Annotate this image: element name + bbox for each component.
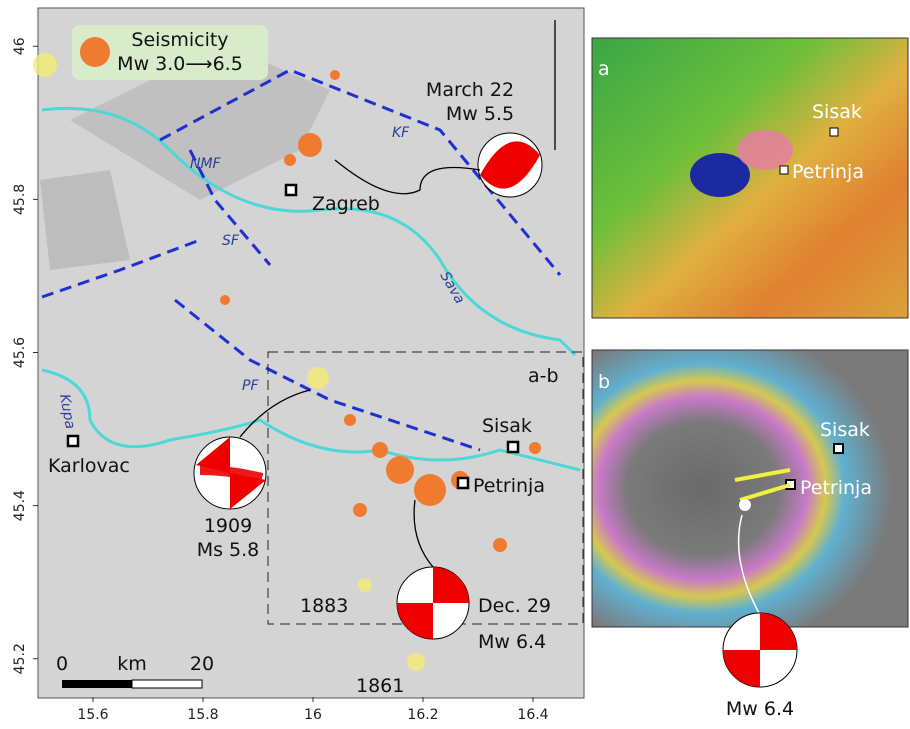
beach-ball <box>194 437 266 509</box>
label: Sisak <box>482 415 532 437</box>
x-tick-label: 16 <box>304 707 322 723</box>
y-tick-label: 45.4 <box>12 490 28 521</box>
scale-label: 0 <box>56 653 68 675</box>
label: Zagreb <box>312 193 380 215</box>
legend-title: Seismicity <box>131 29 228 51</box>
label: Mw 6.4 <box>478 631 546 653</box>
label: Ms 5.8 <box>197 539 260 561</box>
label: PF <box>242 378 259 394</box>
label: Karlovac <box>48 455 130 477</box>
y-tick-label: 46 <box>12 37 28 55</box>
x-tick-label: 15.6 <box>77 707 108 723</box>
y-tick-label: 45.2 <box>12 643 28 674</box>
x-tick-label: 16.2 <box>407 707 438 723</box>
label: KF <box>392 125 410 141</box>
label: NMF <box>190 156 222 172</box>
y-tick-label: 45.8 <box>12 184 28 215</box>
label: Dec. 29 <box>478 595 551 617</box>
x-tick-label: 15.8 <box>187 707 218 723</box>
label: Petrinja <box>792 161 864 183</box>
legend-symbol <box>80 37 110 67</box>
y-tick-label: 45.6 <box>12 337 28 368</box>
town-marker <box>834 444 843 453</box>
legend: Seismicity Mw 3.0⟶6.5 <box>72 25 268 80</box>
label: March 22 <box>426 79 514 101</box>
legend-range: Mw 3.0⟶6.5 <box>117 53 243 75</box>
beach-ball <box>723 613 797 687</box>
epicenter <box>739 499 751 511</box>
label: 1883 <box>300 595 348 617</box>
beach-ball <box>397 567 469 639</box>
town-marker <box>780 166 788 174</box>
label: 1909 <box>204 515 252 537</box>
beach-ball <box>478 133 542 197</box>
label: a-b <box>528 365 559 387</box>
label: Petrinja <box>473 475 545 497</box>
label: Sisak <box>820 419 870 441</box>
label: SF <box>222 233 240 249</box>
panel-letter: b <box>598 371 610 393</box>
label: Mw 5.5 <box>446 103 514 125</box>
figure: Seismicity Mw 3.0⟶6.5 March 22 Mw 5.5 Za… <box>0 0 910 729</box>
town-marker <box>830 128 838 136</box>
label: Sisak <box>812 101 862 123</box>
x-tick-label: 16.4 <box>517 707 548 723</box>
label: Mw 6.4 <box>726 698 794 720</box>
deformation-high <box>737 130 793 170</box>
scale-label: 20 <box>190 653 214 675</box>
label: Petrinja <box>800 477 872 499</box>
scale-label: km <box>117 653 147 675</box>
panel-letter: a <box>598 58 610 80</box>
label: 1861 <box>356 675 404 697</box>
